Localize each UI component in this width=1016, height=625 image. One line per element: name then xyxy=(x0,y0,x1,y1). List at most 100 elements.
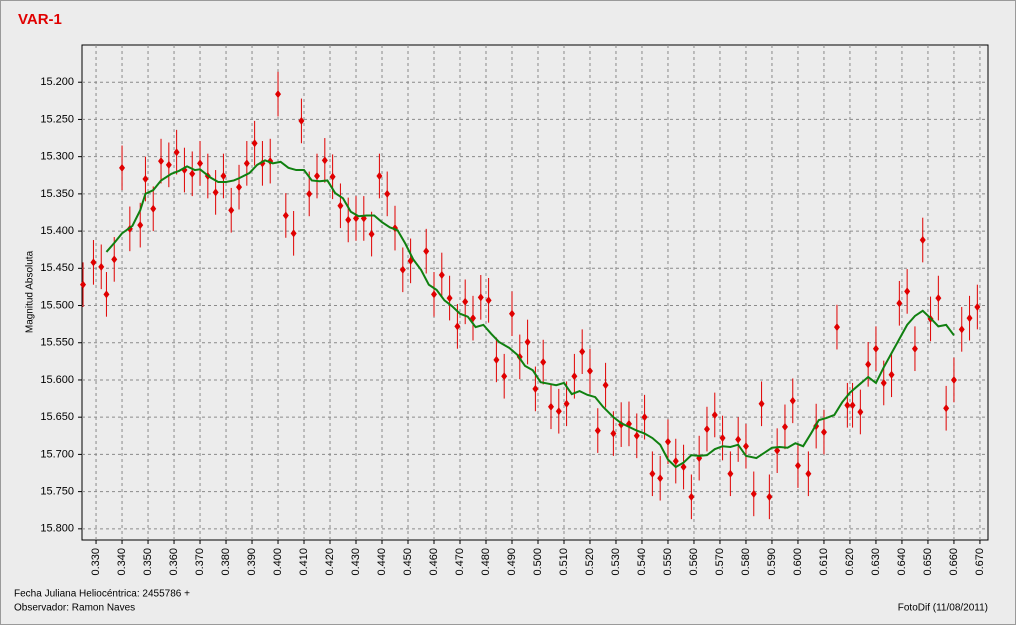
data-point xyxy=(508,309,515,318)
data-point xyxy=(586,367,593,376)
x-tick-label: 0.610 xyxy=(818,548,830,576)
data-point xyxy=(306,189,313,198)
data-point xyxy=(789,396,796,405)
data-point xyxy=(602,381,609,390)
data-point xyxy=(321,156,328,165)
data-point xyxy=(703,425,710,434)
x-tick-label: 0.510 xyxy=(558,548,570,576)
data-point xyxy=(664,437,671,446)
data-point xyxy=(820,428,827,437)
y-tick-label: 15.600 xyxy=(40,374,74,386)
x-tick-label: 0.570 xyxy=(714,548,726,576)
y-tick-label: 15.200 xyxy=(40,76,74,88)
x-tick-label: 0.360 xyxy=(168,548,180,576)
data-point xyxy=(857,407,864,416)
data-point xyxy=(329,172,336,181)
x-tick-label: 0.640 xyxy=(896,548,908,576)
y-tick-label: 15.350 xyxy=(40,188,74,200)
data-point xyxy=(462,297,469,306)
x-tick-label: 0.590 xyxy=(766,548,778,576)
data-point xyxy=(158,157,165,166)
y-tick-label: 15.250 xyxy=(40,113,74,125)
data-point xyxy=(485,296,492,305)
data-point xyxy=(119,163,126,172)
y-tick-label: 15.500 xyxy=(40,299,74,311)
plot-area xyxy=(81,44,989,541)
data-point xyxy=(454,322,461,331)
data-point xyxy=(111,255,118,264)
data-point xyxy=(251,139,258,148)
x-tick-label: 0.660 xyxy=(948,548,960,576)
data-point xyxy=(688,492,695,501)
data-point xyxy=(844,401,851,410)
x-tick-label: 0.420 xyxy=(324,548,336,576)
y-tick-label: 15.450 xyxy=(40,262,74,274)
data-point xyxy=(282,211,289,220)
data-point xyxy=(974,303,981,312)
data-point xyxy=(774,446,781,455)
data-point xyxy=(781,422,788,431)
data-point xyxy=(493,355,500,364)
data-point xyxy=(943,404,950,413)
data-point xyxy=(657,474,664,483)
data-point xyxy=(958,325,965,334)
data-point xyxy=(376,172,383,181)
y-tick-label: 15.800 xyxy=(40,523,74,535)
footer-line: Observador: Ramon Naves xyxy=(14,603,135,614)
data-point xyxy=(555,407,562,416)
data-point xyxy=(594,426,601,435)
data-point xyxy=(228,206,235,215)
data-point xyxy=(805,469,812,478)
data-point xyxy=(766,492,773,501)
x-tick-label: 0.540 xyxy=(636,548,648,576)
data-point xyxy=(501,372,508,381)
data-point xyxy=(950,375,957,384)
data-point xyxy=(431,290,438,299)
data-point xyxy=(865,360,872,369)
data-point xyxy=(337,201,344,210)
data-point xyxy=(446,294,453,303)
data-point xyxy=(298,116,305,125)
x-tick-label: 0.480 xyxy=(480,548,492,576)
data-point xyxy=(794,461,801,470)
data-point xyxy=(758,399,765,408)
data-point xyxy=(571,372,578,381)
x-tick-label: 0.550 xyxy=(662,548,674,576)
data-point xyxy=(641,413,648,422)
data-point xyxy=(90,258,97,267)
x-tick-label: 0.600 xyxy=(792,548,804,576)
data-point xyxy=(438,271,445,280)
data-point xyxy=(563,399,570,408)
data-point xyxy=(423,247,430,256)
data-point xyxy=(833,323,840,332)
y-axis-label: Magnitud Absoluta xyxy=(25,250,36,333)
data-point xyxy=(896,299,903,308)
data-point xyxy=(345,215,352,224)
data-point xyxy=(290,229,297,238)
y-tick-label: 15.750 xyxy=(40,486,74,498)
data-point xyxy=(524,338,531,346)
x-tick-label: 0.430 xyxy=(350,548,362,576)
data-point xyxy=(540,358,547,367)
data-point xyxy=(680,463,687,472)
x-tick-label: 0.490 xyxy=(506,548,518,576)
x-tick-label: 0.580 xyxy=(740,548,752,576)
x-tick-label: 0.390 xyxy=(246,548,258,576)
data-point xyxy=(849,401,856,410)
data-point xyxy=(103,290,110,299)
data-point xyxy=(137,221,144,230)
x-tick-label: 0.650 xyxy=(922,548,934,576)
x-tick-label: 0.400 xyxy=(272,548,284,576)
x-tick-label: 0.370 xyxy=(194,548,206,576)
x-tick-label: 0.380 xyxy=(220,548,232,576)
chart-title: VAR-1 xyxy=(18,11,62,28)
x-tick-label: 0.460 xyxy=(428,548,440,576)
x-tick-label: 0.630 xyxy=(870,548,882,576)
data-point xyxy=(547,402,554,411)
data-point xyxy=(368,230,375,239)
footer-line: Fecha Juliana Heliocéntrica: 2455786 + xyxy=(14,589,190,600)
data-point xyxy=(314,172,321,181)
data-point xyxy=(872,344,879,353)
x-tick-label: 0.440 xyxy=(376,548,388,576)
